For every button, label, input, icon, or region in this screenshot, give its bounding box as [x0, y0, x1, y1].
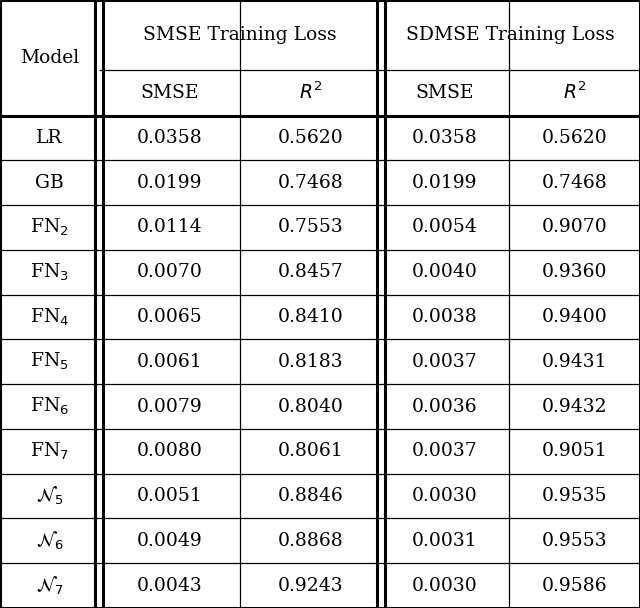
- Text: FN$_3$: FN$_3$: [30, 261, 69, 283]
- Text: 0.0043: 0.0043: [137, 576, 202, 595]
- Text: 0.0038: 0.0038: [412, 308, 477, 326]
- Text: 0.0031: 0.0031: [412, 532, 477, 550]
- Text: 0.8410: 0.8410: [278, 308, 343, 326]
- Text: $\mathcal{N}_6$: $\mathcal{N}_6$: [36, 530, 63, 552]
- Text: 0.0199: 0.0199: [137, 174, 202, 192]
- Text: 0.8868: 0.8868: [278, 532, 343, 550]
- Text: 0.8061: 0.8061: [278, 442, 343, 460]
- Text: 0.0037: 0.0037: [412, 442, 477, 460]
- Text: 0.0199: 0.0199: [412, 174, 477, 192]
- Text: 0.0061: 0.0061: [137, 353, 202, 371]
- Text: 0.0070: 0.0070: [137, 263, 202, 282]
- Text: 0.0358: 0.0358: [412, 129, 477, 147]
- Text: $R^2$: $R^2$: [563, 82, 586, 103]
- Text: 0.0036: 0.0036: [412, 398, 477, 415]
- Text: 0.0030: 0.0030: [412, 487, 477, 505]
- Text: FN$_2$: FN$_2$: [30, 217, 69, 238]
- Text: Model: Model: [20, 49, 79, 67]
- Text: 0.0049: 0.0049: [137, 532, 202, 550]
- Text: 0.9432: 0.9432: [541, 398, 607, 415]
- Text: 0.9360: 0.9360: [541, 263, 607, 282]
- Text: 0.0080: 0.0080: [137, 442, 202, 460]
- Text: 0.0358: 0.0358: [137, 129, 202, 147]
- Text: 0.9431: 0.9431: [541, 353, 607, 371]
- Text: 0.0079: 0.0079: [137, 398, 202, 415]
- Text: 0.9400: 0.9400: [541, 308, 607, 326]
- Text: 0.8457: 0.8457: [278, 263, 343, 282]
- Text: 0.0114: 0.0114: [137, 218, 202, 237]
- Text: 0.9535: 0.9535: [541, 487, 607, 505]
- Text: SMSE: SMSE: [415, 84, 474, 102]
- Text: FN$_7$: FN$_7$: [30, 441, 69, 462]
- Text: 0.7553: 0.7553: [278, 218, 343, 237]
- Text: 0.0040: 0.0040: [412, 263, 477, 282]
- Text: 0.7468: 0.7468: [541, 174, 607, 192]
- Text: 0.9586: 0.9586: [541, 576, 607, 595]
- Text: 0.9243: 0.9243: [278, 576, 343, 595]
- Text: SDMSE Training Loss: SDMSE Training Loss: [406, 26, 615, 44]
- Text: 0.5620: 0.5620: [278, 129, 343, 147]
- Text: 0.8040: 0.8040: [278, 398, 343, 415]
- Text: SMSE Training Loss: SMSE Training Loss: [143, 26, 337, 44]
- Text: 0.8846: 0.8846: [278, 487, 343, 505]
- Text: 0.5620: 0.5620: [541, 129, 607, 147]
- Text: 0.9553: 0.9553: [541, 532, 607, 550]
- Text: 0.7468: 0.7468: [278, 174, 343, 192]
- Text: 0.0054: 0.0054: [412, 218, 477, 237]
- Text: 0.0030: 0.0030: [412, 576, 477, 595]
- Text: LR: LR: [36, 129, 63, 147]
- Text: 0.0037: 0.0037: [412, 353, 477, 371]
- Text: FN$_5$: FN$_5$: [30, 351, 69, 373]
- Text: $R^2$: $R^2$: [299, 82, 322, 103]
- Text: 0.8183: 0.8183: [278, 353, 343, 371]
- Text: 0.0065: 0.0065: [137, 308, 202, 326]
- Text: $\mathcal{N}_7$: $\mathcal{N}_7$: [36, 575, 63, 597]
- Text: FN$_4$: FN$_4$: [30, 306, 69, 328]
- Text: FN$_6$: FN$_6$: [30, 396, 69, 417]
- Text: 0.9070: 0.9070: [541, 218, 607, 237]
- Text: 0.0051: 0.0051: [137, 487, 202, 505]
- Text: GB: GB: [35, 174, 64, 192]
- Text: SMSE: SMSE: [140, 84, 199, 102]
- Text: $\mathcal{N}_5$: $\mathcal{N}_5$: [36, 485, 63, 507]
- Text: 0.9051: 0.9051: [541, 442, 607, 460]
